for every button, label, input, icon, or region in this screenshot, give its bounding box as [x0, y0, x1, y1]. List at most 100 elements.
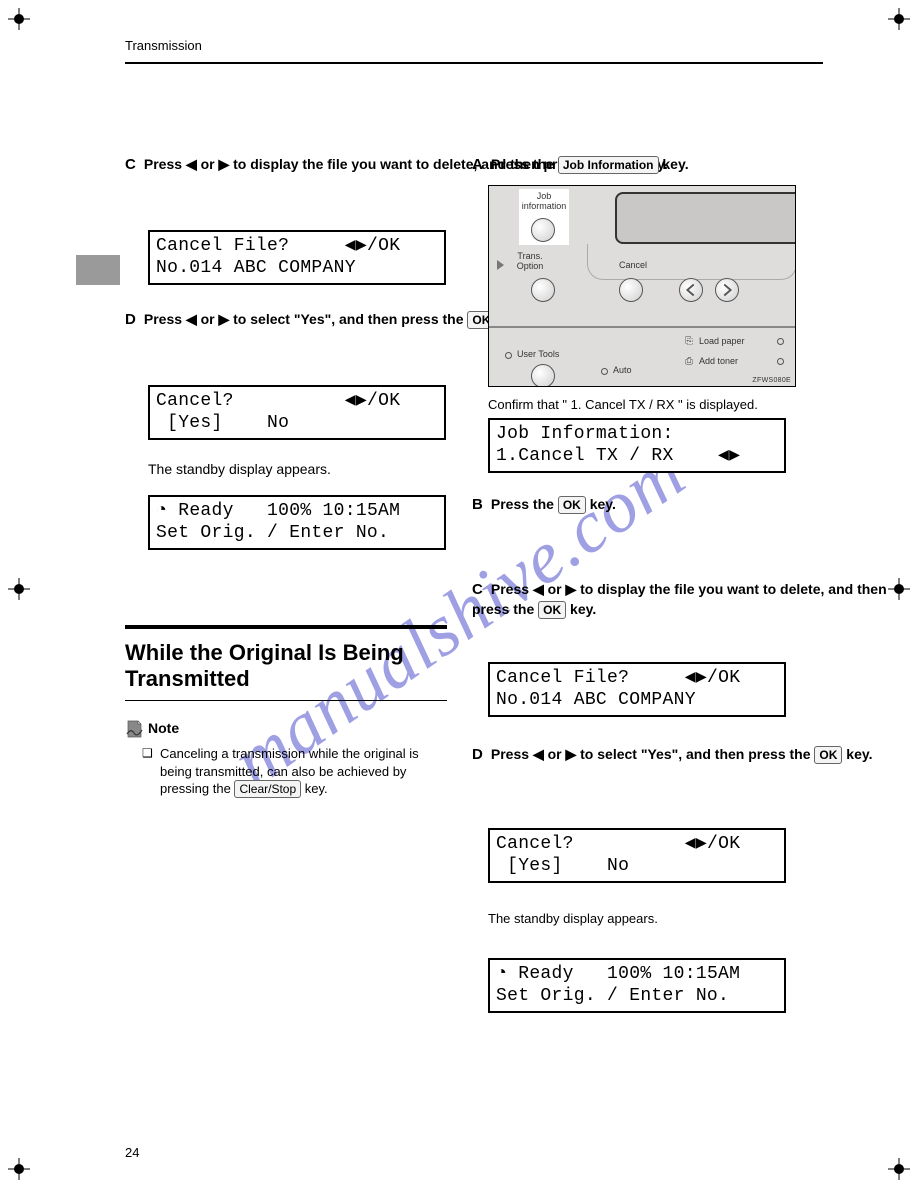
clock-icon: ◔	[156, 501, 167, 521]
left-arrow-button-icon	[679, 278, 703, 302]
t: Press	[491, 581, 533, 597]
ok-key: OK	[814, 746, 842, 764]
heading-rule-heavy	[125, 625, 447, 629]
t: Confirm that " 1. Cancel TX / RX " is di…	[488, 397, 758, 412]
lcd-line: Cancel? ◀▶/OK	[496, 834, 740, 854]
t: ◀ or ▶	[186, 156, 229, 172]
load-paper-icon: ⎘	[685, 336, 693, 347]
page-number: 24	[125, 1145, 139, 1160]
right-arrow-button-icon	[715, 278, 739, 302]
t: ◀ or ▶	[533, 746, 576, 762]
clock-icon: ◔	[496, 964, 507, 984]
trans-option-button-icon	[531, 278, 555, 302]
lcd-display: Cancel? ◀▶/OK [Yes] No	[148, 385, 446, 440]
lcd-line: 1.Cancel TX / RX ◀▶	[496, 446, 740, 466]
t: Press	[144, 156, 186, 172]
t: Press	[491, 746, 533, 762]
t: Press the	[491, 156, 558, 172]
step-d-right: D Press ◀ or ▶ to select "Yes", and then…	[472, 745, 873, 765]
lcd-display: ◔ Ready 100% 10:15AM Set Orig. / Enter N…	[148, 495, 446, 550]
step-text: Press the OK key.	[491, 496, 616, 512]
note-icon	[125, 720, 143, 738]
figure-code: ZFWS080E	[752, 377, 791, 384]
lcd-line: Set Orig. / Enter No.	[496, 986, 729, 1006]
lcd-display: Job Information: 1.Cancel TX / RX ◀▶	[488, 418, 786, 473]
add-toner-label: Add toner	[699, 356, 759, 366]
step-text: Press ◀ or ▶ to select "Yes", and then p…	[144, 311, 526, 327]
led-icon	[601, 368, 608, 375]
step-text: Press ◀ or ▶ to select "Yes", and then p…	[491, 746, 873, 762]
regmark-icon	[888, 1158, 910, 1180]
control-panel-figure: Job information Trans. Option Cancel Use…	[488, 185, 796, 387]
step-text: Press the Job Information key.	[491, 156, 689, 172]
lcd-line: Ready 100% 10:15AM	[507, 964, 740, 984]
t: key.	[305, 781, 328, 796]
cancel-button-icon	[619, 278, 643, 302]
note-bullet: Canceling a transmission while the origi…	[160, 745, 446, 798]
t: key.	[570, 601, 596, 617]
lcd-line: No.014 ABC COMPANY	[496, 690, 696, 710]
after-step-text: The standby display appears.	[488, 910, 788, 928]
ok-key: OK	[558, 496, 586, 514]
t: to select "Yes", and then press the	[233, 311, 467, 327]
lcd-line: Cancel File? ◀▶/OK	[496, 668, 740, 688]
cancel-label: Cancel	[613, 260, 653, 270]
after-step-text: The standby display appears.	[148, 460, 446, 479]
step-marker: C	[125, 156, 140, 173]
step-b-right: B Press the OK key.	[472, 495, 616, 515]
lcd-line: Set Orig. / Enter No.	[156, 523, 389, 543]
t: ◀ or ▶	[186, 311, 229, 327]
add-toner-icon: ⎙	[685, 356, 693, 367]
figure-caption: Confirm that " 1. Cancel TX / RX " is di…	[488, 396, 788, 414]
t: Press the	[491, 496, 558, 512]
section-number: 2	[86, 258, 98, 284]
regmark-icon	[888, 8, 910, 30]
lcd-line: Cancel? ◀▶/OK	[156, 391, 400, 411]
page: Transmission Canceling a Transmission 2 …	[0, 0, 918, 1188]
step-marker: D	[125, 311, 140, 328]
user-tools-button-icon	[531, 364, 555, 387]
running-header-left: Transmission	[125, 38, 202, 53]
t: key.	[846, 746, 872, 762]
regmark-icon	[8, 578, 30, 600]
t: key.	[590, 496, 616, 512]
lcd-line: Job Information:	[496, 424, 674, 444]
t: key.	[662, 156, 688, 172]
heading-rule-thin	[125, 700, 447, 701]
step-marker: C	[472, 581, 487, 598]
t: Press	[144, 311, 186, 327]
led-icon	[505, 352, 512, 359]
lcd-line: Ready 100% 10:15AM	[167, 501, 400, 521]
subsection-heading: While the Original Is Being Transmitted	[125, 640, 447, 692]
auto-label: Auto	[613, 365, 653, 375]
trans-option-label: Trans. Option	[509, 251, 551, 271]
display-slot	[615, 192, 796, 244]
led-icon	[777, 338, 784, 345]
step-c-right: C Press ◀ or ▶ to display the file you w…	[472, 580, 918, 619]
lcd-line: Cancel File? ◀▶/OK	[156, 236, 400, 256]
led-icon	[777, 358, 784, 365]
step-marker: B	[472, 496, 487, 513]
lcd-display: Cancel File? ◀▶/OK No.014 ABC COMPANY	[488, 662, 786, 717]
lcd-line: [Yes] No	[156, 413, 289, 433]
job-information-key: Job Information	[558, 156, 659, 174]
header-rule	[125, 62, 823, 64]
clear-stop-key: Clear/Stop	[234, 780, 301, 798]
t: to select "Yes", and then press the	[580, 746, 814, 762]
regmark-icon	[8, 1158, 30, 1180]
divider	[489, 326, 795, 328]
note-label: Note	[148, 720, 179, 736]
step-d-left: D Press ◀ or ▶ to select "Yes", and then…	[125, 310, 526, 330]
t: The standby display appears.	[148, 461, 331, 477]
user-tools-label: User Tools	[517, 349, 569, 359]
lcd-display: ◔ Ready 100% 10:15AM Set Orig. / Enter N…	[488, 958, 786, 1013]
lcd-display: Cancel? ◀▶/OK [Yes] No	[488, 828, 786, 883]
regmark-icon	[8, 8, 30, 30]
job-information-label: Job information	[519, 191, 569, 211]
t: ◀ or ▶	[533, 581, 576, 597]
step-a-right: A Press the Job Information key.	[472, 155, 689, 175]
job-information-button-icon	[531, 218, 555, 242]
lcd-line: [Yes] No	[496, 856, 629, 876]
load-paper-label: Load paper	[699, 336, 759, 346]
step-marker: D	[472, 746, 487, 763]
